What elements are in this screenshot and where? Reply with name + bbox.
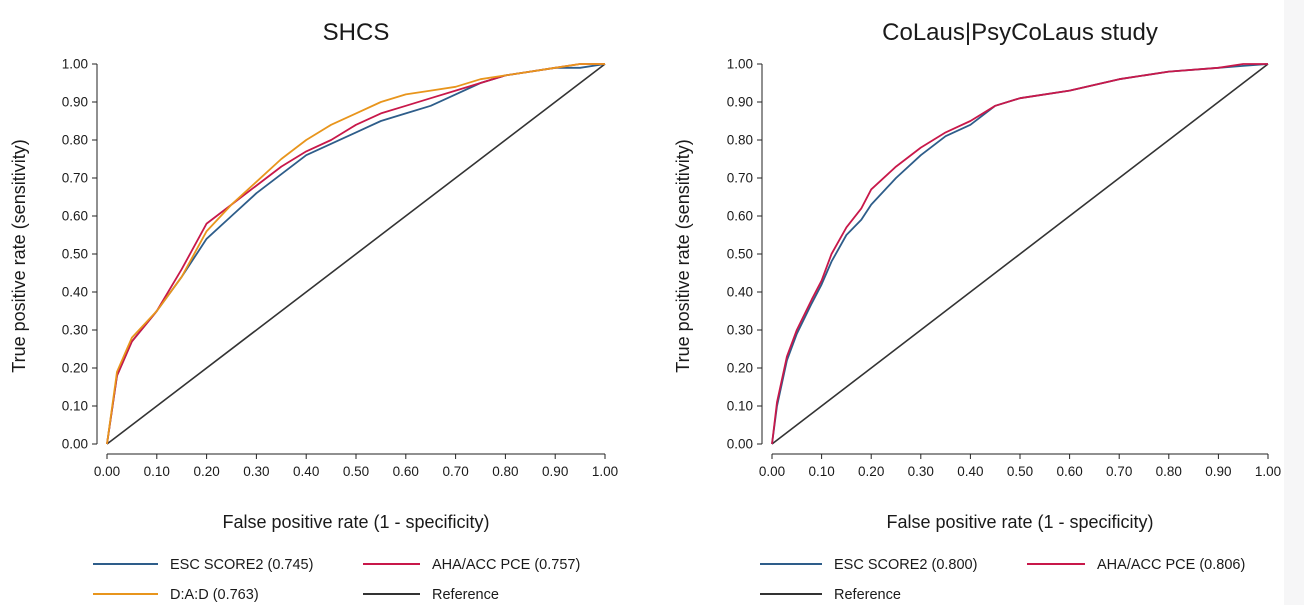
plot-axes: 0.00 0.10 0.20 0.30 0.40 0.50 0.60 0.70 0.80 0.90… xyxy=(727,57,1281,480)
x-tick-label: 0.10 xyxy=(144,464,170,479)
y-tick-label: 0.20 xyxy=(727,361,753,376)
y-tick-label: 0.90 xyxy=(727,95,753,110)
legend-item: D:A:D (0.763) xyxy=(93,587,259,603)
legend-label: ESC SCORE2 (0.745) xyxy=(170,557,313,573)
x-tick-label: 0.00 xyxy=(94,464,120,479)
y-tick-label: 1.00 xyxy=(727,57,753,72)
series-line-reference xyxy=(771,63,1269,445)
x-tick-label: 0.70 xyxy=(1106,464,1132,479)
series-layer xyxy=(771,63,1269,445)
legend-label: D:A:D (0.763) xyxy=(170,587,259,603)
x-tick-label: 0.50 xyxy=(1007,464,1033,479)
x-tick-label: 0.50 xyxy=(343,464,369,479)
chart-panel-colaus: CoLaus|PsyCoLaus study False positive ra… xyxy=(673,19,1281,603)
y-tick-label: 0.00 xyxy=(727,437,753,452)
legend-item: Reference xyxy=(760,587,901,603)
chart-panel-shcs: SHCS False positive rate (1 - specificit… xyxy=(9,19,618,603)
y-tick-label: 0.10 xyxy=(62,399,88,414)
legend-label: AHA/ACC PCE (0.757) xyxy=(432,557,580,573)
y-tick-label: 0.20 xyxy=(62,361,88,376)
x-tick-label: 0.90 xyxy=(1205,464,1231,479)
x-tick-label: 0.80 xyxy=(492,464,518,479)
legend: ESC SCORE2 (0.745) AHA/ACC PCE (0.757) D… xyxy=(93,557,580,603)
x-tick-label: 0.90 xyxy=(542,464,568,479)
legend-item: ESC SCORE2 (0.800) xyxy=(760,557,977,573)
y-tick-label: 0.70 xyxy=(62,171,88,186)
y-tick-label: 0.30 xyxy=(62,323,88,338)
y-axis-title: True positive rate (sensitivity) xyxy=(673,139,693,372)
x-tick-label: 0.60 xyxy=(1056,464,1082,479)
x-tick-label: 0.80 xyxy=(1156,464,1182,479)
y-tick-label: 0.30 xyxy=(727,323,753,338)
legend-label: Reference xyxy=(834,587,901,603)
x-tick-label: 1.00 xyxy=(592,464,618,479)
series-line-reference xyxy=(106,63,606,445)
legend-label: Reference xyxy=(432,587,499,603)
x-tick-label: 0.10 xyxy=(808,464,834,479)
y-tick-label: 0.40 xyxy=(62,285,88,300)
y-tick-label: 0.60 xyxy=(727,209,753,224)
x-tick-label: 0.60 xyxy=(393,464,419,479)
chart-title: CoLaus|PsyCoLaus study xyxy=(882,19,1158,46)
legend-item: ESC SCORE2 (0.745) xyxy=(93,557,313,573)
series-line-d-a-d-0-763 xyxy=(106,63,605,445)
x-tick-label: 0.20 xyxy=(193,464,219,479)
y-tick-label: 0.10 xyxy=(727,399,753,414)
legend-item: AHA/ACC PCE (0.806) xyxy=(1027,557,1245,573)
y-tick-label: 0.80 xyxy=(727,133,753,148)
x-tick-label: 0.40 xyxy=(293,464,319,479)
y-tick-label: 0.60 xyxy=(62,209,88,224)
x-tick-label: 0.30 xyxy=(243,464,269,479)
chart-title: SHCS xyxy=(323,19,390,46)
series-line-aha-acc-pce-0-806 xyxy=(771,63,1268,445)
legend-item: Reference xyxy=(363,587,499,603)
legend: ESC SCORE2 (0.800) AHA/ACC PCE (0.806) R… xyxy=(760,557,1245,603)
y-tick-label: 1.00 xyxy=(62,57,88,72)
y-tick-label: 0.50 xyxy=(727,247,753,262)
x-tick-label: 1.00 xyxy=(1255,464,1281,479)
x-tick-label: 0.20 xyxy=(858,464,884,479)
x-tick-label: 0.70 xyxy=(442,464,468,479)
x-tick-label: 0.00 xyxy=(759,464,785,479)
legend-label: AHA/ACC PCE (0.806) xyxy=(1097,557,1245,573)
x-tick-label: 0.30 xyxy=(908,464,934,479)
x-tick-label: 0.40 xyxy=(957,464,983,479)
series-layer xyxy=(106,63,606,445)
y-tick-label: 0.40 xyxy=(727,285,753,300)
x-axis-title: False positive rate (1 - specificity) xyxy=(222,512,489,532)
y-tick-label: 0.80 xyxy=(62,133,88,148)
y-tick-label: 0.70 xyxy=(727,171,753,186)
x-axis-title: False positive rate (1 - specificity) xyxy=(886,512,1153,532)
y-tick-label: 0.90 xyxy=(62,95,88,110)
legend-label: ESC SCORE2 (0.800) xyxy=(834,557,977,573)
plot-axes: 0.00 0.10 0.20 0.30 0.40 0.50 0.60 0.70 0.80 0.90… xyxy=(62,57,618,480)
right-edge-panel xyxy=(1284,0,1304,605)
y-axis-title: True positive rate (sensitivity) xyxy=(9,139,29,372)
legend-item: AHA/ACC PCE (0.757) xyxy=(363,557,580,573)
y-tick-label: 0.50 xyxy=(62,247,88,262)
y-tick-label: 0.00 xyxy=(62,437,88,452)
